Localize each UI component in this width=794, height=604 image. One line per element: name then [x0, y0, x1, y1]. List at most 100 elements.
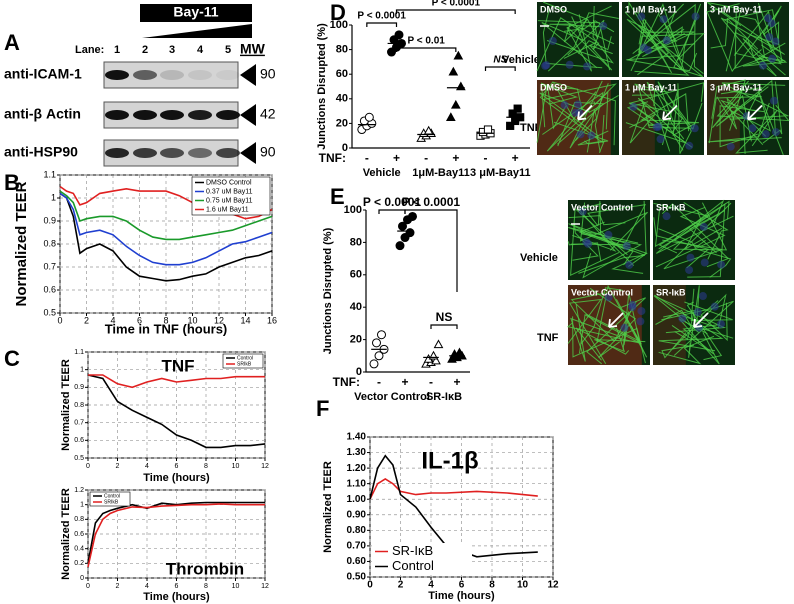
- data-point: [395, 241, 405, 251]
- lane-number: 5: [225, 44, 231, 56]
- x-tick-label: 16: [267, 315, 277, 325]
- legend-label: Control: [104, 493, 120, 499]
- data-point: [364, 112, 374, 122]
- cell-border: [707, 2, 742, 72]
- blot-band: [216, 148, 240, 158]
- y-tick-label: 0.8: [74, 516, 84, 523]
- cell-border: [547, 12, 619, 72]
- nucleus: [637, 12, 646, 21]
- significance-bracket: [378, 209, 406, 214]
- nucleus: [620, 323, 629, 332]
- cell-border: [637, 97, 684, 151]
- y-tick-label: 40: [350, 301, 362, 313]
- significance-bracket: [366, 22, 398, 27]
- cell-border: [580, 202, 648, 251]
- legend-label: Control: [237, 355, 253, 361]
- x-tick-label: 6: [459, 580, 465, 591]
- mw-value: 42: [260, 106, 276, 122]
- cell-border: [706, 3, 780, 73]
- y-tick-label: 0.8: [43, 238, 56, 248]
- blot-band: [160, 148, 184, 158]
- cell-border: [684, 209, 723, 251]
- x-tick-label: 4: [428, 580, 434, 591]
- image-label: DMSO: [540, 4, 567, 14]
- cell-border: [543, 1, 599, 39]
- legend-label: 1.6 uM Bay11: [206, 206, 249, 213]
- nucleus: [771, 128, 780, 137]
- y-axis-label: Normalized TEER: [322, 461, 334, 553]
- significance-label: P < 0.0001: [432, 0, 481, 9]
- blot-band: [188, 110, 212, 120]
- y-tick-label: 0: [356, 366, 362, 378]
- category-label: -: [484, 151, 488, 165]
- legend-box: [372, 543, 472, 575]
- image-label: 3 μM Bay-11: [710, 4, 762, 14]
- x-tick-label: 2: [116, 583, 120, 590]
- cell-border: [674, 203, 726, 278]
- mw-value: 90: [260, 144, 276, 160]
- data-point: [433, 339, 444, 349]
- nucleus: [560, 101, 569, 110]
- y-tick-label: 60: [336, 68, 348, 80]
- micrograph: [567, 200, 650, 280]
- cell-border: [686, 301, 723, 361]
- x-tick-label: 6: [175, 583, 179, 590]
- nucleus: [698, 292, 707, 301]
- nucleus: [710, 302, 719, 311]
- cell-border: [653, 295, 727, 334]
- nucleus: [717, 260, 726, 269]
- nucleus: [652, 123, 661, 132]
- cell-border: [575, 327, 630, 361]
- cell-border: [567, 19, 605, 56]
- blot-band: [188, 70, 212, 80]
- nucleus: [565, 60, 574, 69]
- nucleus: [629, 102, 638, 111]
- cell-border: [628, 1, 673, 74]
- cell-border: [541, 16, 598, 69]
- arrow: [608, 312, 624, 328]
- x-axis-label: Time (hours): [143, 591, 210, 603]
- nucleus: [685, 265, 694, 274]
- group-label: 1μM-Bay11: [412, 167, 469, 179]
- cell-border: [578, 221, 634, 266]
- y-tick-label: 1: [80, 502, 84, 509]
- micrograph: [622, 80, 705, 155]
- nucleus: [700, 258, 709, 267]
- y-tick-label: 0.7: [43, 261, 56, 271]
- x-tick-label: 2: [84, 315, 89, 325]
- y-tick-label: 1.40: [347, 432, 367, 443]
- y-tick-label: 0.60: [347, 556, 367, 567]
- panel-label: D: [330, 0, 346, 25]
- cell-border: [631, 94, 685, 140]
- legend-label: 0.37 uM Bay11: [206, 188, 253, 195]
- y-tick-label: 1.1: [43, 169, 56, 179]
- legend-label: DMSO Control: [206, 179, 252, 186]
- panel-label: E: [330, 184, 345, 209]
- arrow: [577, 104, 593, 121]
- lane-number: 2: [142, 44, 148, 56]
- nucleus: [604, 230, 613, 239]
- blot-band: [105, 70, 129, 80]
- cell-border: [661, 203, 730, 268]
- data-point: [445, 112, 456, 121]
- data-point: [398, 221, 407, 231]
- cell-border: [578, 230, 646, 274]
- blot-band: [133, 110, 157, 120]
- y-tick-label: 80: [350, 236, 362, 248]
- cell-border: [710, 17, 759, 50]
- image-label: 3 μM Bay-11: [710, 82, 762, 92]
- x-tick-label: 10: [232, 583, 240, 590]
- group-label: 3 μM-Bay11: [470, 167, 531, 179]
- x-tick-label: 0: [86, 463, 90, 470]
- micrograph: [536, 1, 619, 77]
- nucleus: [767, 19, 776, 28]
- nucleus: [686, 253, 695, 262]
- x-tick-label: 8: [204, 463, 208, 470]
- arrow: [693, 312, 709, 328]
- group-label: Vector Control: [354, 391, 430, 403]
- nucleus: [770, 96, 779, 105]
- y-tick-label: 0: [342, 142, 348, 154]
- category-label: +: [512, 151, 519, 165]
- treatment-bar: [140, 4, 252, 22]
- series-line: [369, 478, 538, 500]
